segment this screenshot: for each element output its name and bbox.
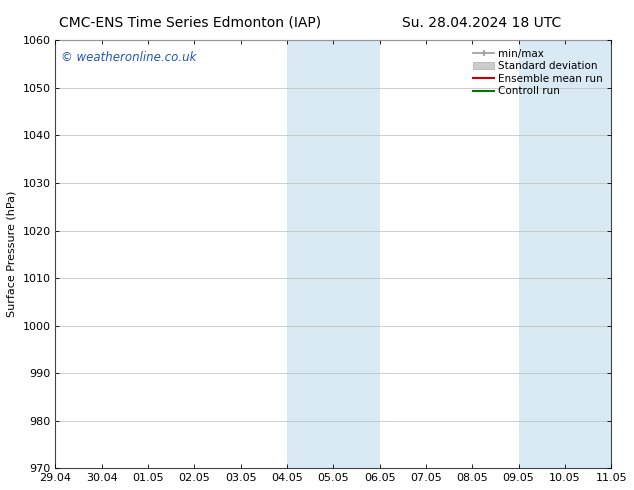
Bar	[333, 40, 380, 468]
Text: CMC-ENS Time Series Edmonton (IAP): CMC-ENS Time Series Edmonton (IAP)	[59, 16, 321, 30]
Bar	[287, 40, 333, 468]
Bar	[519, 40, 565, 468]
Legend: min/max, Standard deviation, Ensemble mean run, Controll run: min/max, Standard deviation, Ensemble me…	[470, 46, 606, 99]
Text: Su. 28.04.2024 18 UTC: Su. 28.04.2024 18 UTC	[402, 16, 562, 30]
Text: © weatheronline.co.uk: © weatheronline.co.uk	[61, 51, 197, 64]
Y-axis label: Surface Pressure (hPa): Surface Pressure (hPa)	[7, 191, 17, 318]
Bar	[565, 40, 611, 468]
